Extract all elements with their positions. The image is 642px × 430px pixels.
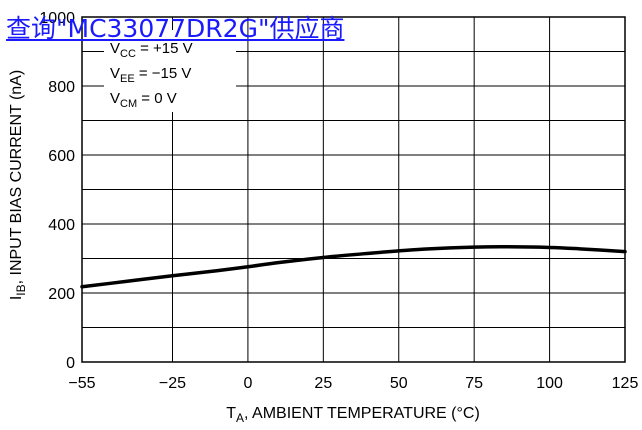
condition-label: VCM = 0 V bbox=[110, 90, 177, 110]
x-tick-label: −25 bbox=[159, 375, 186, 392]
y-tick-label: 1000 bbox=[39, 10, 75, 27]
y-axis-label: IIB, INPUT BIAS CURRENT (nA) bbox=[8, 70, 28, 300]
y-tick-label: 400 bbox=[48, 217, 75, 234]
x-tick-label: 75 bbox=[465, 375, 483, 392]
series-line-1 bbox=[80, 245, 627, 289]
y-tick-label: 200 bbox=[48, 286, 75, 303]
y-tick-label: 800 bbox=[48, 79, 75, 96]
supplier-query-link[interactable]: 查询"MC33077DR2G"供应商 bbox=[6, 14, 345, 43]
x-axis-label: TA, AMBIENT TEMPERATURE (°C) bbox=[226, 405, 480, 425]
x-tick-label: 125 bbox=[612, 375, 639, 392]
x-tick-label: 100 bbox=[536, 375, 563, 392]
conditions-background bbox=[104, 30, 236, 112]
test-conditions: VCC = +15 V VEE = −15 V VCM = 0 V bbox=[104, 30, 236, 112]
plot-frame bbox=[81, 16, 626, 363]
grid-lines bbox=[81, 17, 626, 362]
data-series bbox=[80, 245, 627, 289]
y-tick-label: 0 bbox=[66, 355, 75, 372]
x-tick-label: 25 bbox=[314, 375, 332, 392]
x-tick-label: −55 bbox=[68, 375, 95, 392]
y-tick-label: 600 bbox=[48, 148, 75, 165]
x-tick-label: 50 bbox=[390, 375, 408, 392]
tick-labels: −55 −25 0 25 50 75 100 125 0 200 400 600 800 1000 bbox=[39, 10, 638, 392]
x-tick-label: 0 bbox=[243, 375, 252, 392]
condition-label: VEE = −15 V bbox=[110, 65, 191, 85]
condition-label: VCC = +15 V bbox=[110, 40, 193, 60]
